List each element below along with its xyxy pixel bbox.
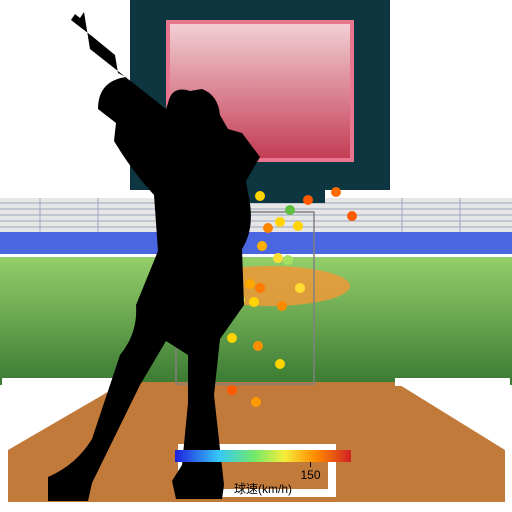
pitch-chart: 100 150 球速(km/h) (0, 0, 512, 512)
pitch-point (275, 217, 285, 227)
pitch-point (347, 211, 357, 221)
legend-colorbar (175, 450, 351, 462)
pitch-point (257, 241, 267, 251)
pitch-point (227, 333, 237, 343)
outfield-wall (0, 232, 512, 254)
pitch-point (295, 283, 305, 293)
pitch-point (227, 385, 237, 395)
pitch-point (249, 297, 259, 307)
pitch-point (285, 205, 295, 215)
pitch-point (255, 283, 265, 293)
pitch-point (245, 279, 255, 289)
pitch-point (253, 341, 263, 351)
pitch-point (275, 359, 285, 369)
legend-tick-label: 100 (186, 468, 206, 482)
pitch-point (251, 397, 261, 407)
pitch-point (283, 255, 293, 265)
pitch-point (293, 221, 303, 231)
pitch-point (277, 301, 287, 311)
pitch-point (303, 195, 313, 205)
legend-tick-label: 150 (301, 468, 321, 482)
pitch-point (273, 253, 283, 263)
legend-axis-label: 球速(km/h) (234, 482, 292, 496)
pitch-point (331, 187, 341, 197)
pitch-point (255, 191, 265, 201)
pitch-point (263, 223, 273, 233)
